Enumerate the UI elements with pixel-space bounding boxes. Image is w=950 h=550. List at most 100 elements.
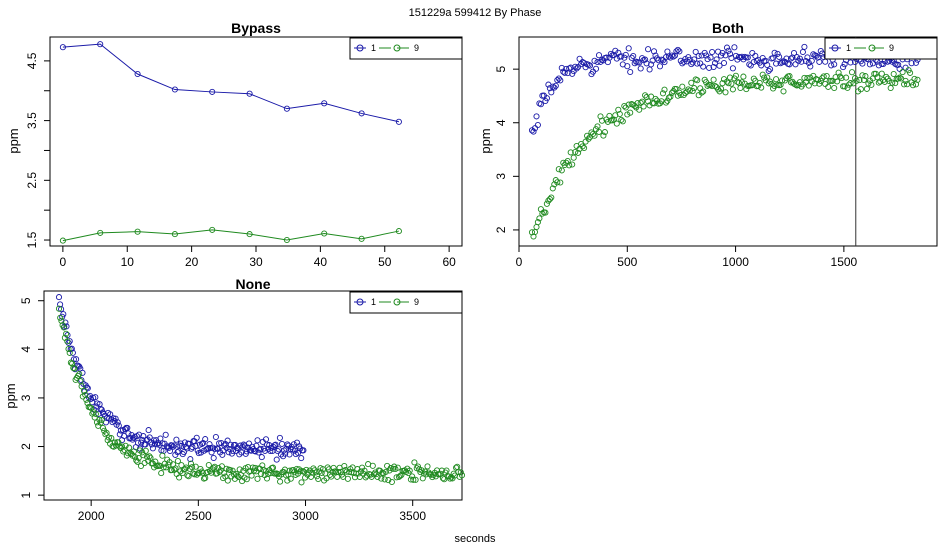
data-point-series-9 [652,95,659,102]
data-point-series-9 [259,462,266,469]
data-point-series-1 [166,447,174,455]
x-tick-label: 3500 [399,509,426,523]
data-point-series-9 [105,434,112,441]
data-point-series-9 [567,149,574,156]
panel-both: Both ppm 0 500 1000 1500 2 3 4 5 1 9 [478,20,938,269]
data-point-series-9 [597,113,604,120]
y-tick-label: 4 [19,346,33,353]
data-point-series-9 [142,447,149,454]
data-point-series-1 [216,440,223,447]
data-point-series-9 [914,76,921,83]
data-point-series-9 [610,116,617,123]
data-point-series-1 [665,53,672,60]
data-point-series-1 [586,62,594,69]
data-point-series-9 [312,469,319,476]
data-point-series-9 [533,223,540,231]
data-point-series-9 [536,215,543,222]
data-point-series-1 [254,437,261,444]
data-point-series-9 [122,442,129,449]
data-point-series-9 [566,162,573,169]
data-point-series-9 [171,231,178,238]
data-point-series-9 [709,83,716,90]
data-point-series-9 [717,85,725,92]
data-point-series-9 [438,467,445,474]
data-point-series-1 [193,434,200,441]
data-point-series-9 [627,109,634,116]
data-point-series-9 [83,396,90,403]
data-point-series-9 [124,450,132,457]
data-point-series-1 [159,440,166,447]
y-tick-label: 5 [494,65,508,72]
data-point-series-9 [385,477,392,484]
data-point-series-9 [807,74,814,81]
data-point-series-1 [243,448,250,455]
data-point-series-1 [908,60,915,67]
data-point-series-1 [828,62,835,69]
data-point-series-9 [637,99,644,106]
data-point-series-1 [793,54,800,61]
data-point-series-9 [555,166,562,173]
data-point-series-9 [55,305,63,312]
x-tick-label: 1000 [722,255,749,269]
data-point-series-9 [297,468,304,475]
data-point-series-9 [410,476,417,483]
data-point-series-9 [172,465,179,472]
data-point-series-1 [144,436,151,443]
data-point-series-1 [779,59,786,66]
data-point-series-9 [284,477,291,484]
data-point-series-9 [834,78,841,85]
data-point-series-1 [831,61,838,68]
data-point-series-1 [630,52,637,60]
data-point-series-1 [694,60,701,67]
y-tick-label: 2 [19,443,33,450]
x-axis-label: seconds [455,533,496,545]
data-point-series-9 [860,76,867,84]
data-point-series-1 [576,55,583,62]
data-point-series-1 [746,61,753,68]
data-point-series-1 [275,446,282,453]
data-point-series-9 [898,75,905,82]
data-point-series-1 [272,441,279,448]
data-point-series-1 [157,435,164,442]
data-point-series-1 [205,444,212,452]
data-point-series-1 [607,50,614,57]
y-tick-label: 1.5 [25,231,39,248]
data-point-series-9 [130,448,137,455]
data-point-series-1 [615,49,622,56]
data-point-series-1 [673,48,680,55]
data-point-series-1 [219,451,226,458]
data-point-series-9 [665,94,672,101]
data-point-series-1 [278,440,286,447]
panel-title: Both [712,20,744,36]
x-tick-label: 10 [121,255,135,269]
data-point-series-1 [549,83,556,90]
data-point-series-9 [358,235,365,242]
data-point-series-1 [895,61,902,68]
data-point-series-1 [866,61,873,68]
data-point-series-1 [668,52,675,59]
data-point-series-1 [695,52,702,60]
plot-frame [43,290,463,501]
data-point-series-1 [258,454,265,461]
data-point-series-9 [743,86,750,93]
data-point-series-1 [97,41,104,48]
y-axis-label: ppm [6,128,21,153]
data-point-series-1 [786,61,793,68]
data-point-series-9 [616,110,623,118]
data-marks [528,37,921,246]
y-tick-label: 2.5 [25,172,39,189]
data-point-series-9 [227,466,234,474]
data-point-series-9 [679,83,686,90]
data-point-series-1 [530,128,537,135]
data-point-series-9 [98,416,105,424]
data-point-series-9 [600,132,607,139]
axis-ticks: 0 10 20 30 40 50 60 1.5 2.5 3.5 4.5 [25,52,456,269]
data-point-series-9 [895,75,902,82]
data-point-series-9 [189,464,196,471]
data-point-series-1 [548,89,555,96]
data-point-series-1 [178,442,185,449]
data-point-series-9 [625,101,632,108]
data-point-series-1 [725,47,732,54]
data-point-series-1 [625,45,632,52]
